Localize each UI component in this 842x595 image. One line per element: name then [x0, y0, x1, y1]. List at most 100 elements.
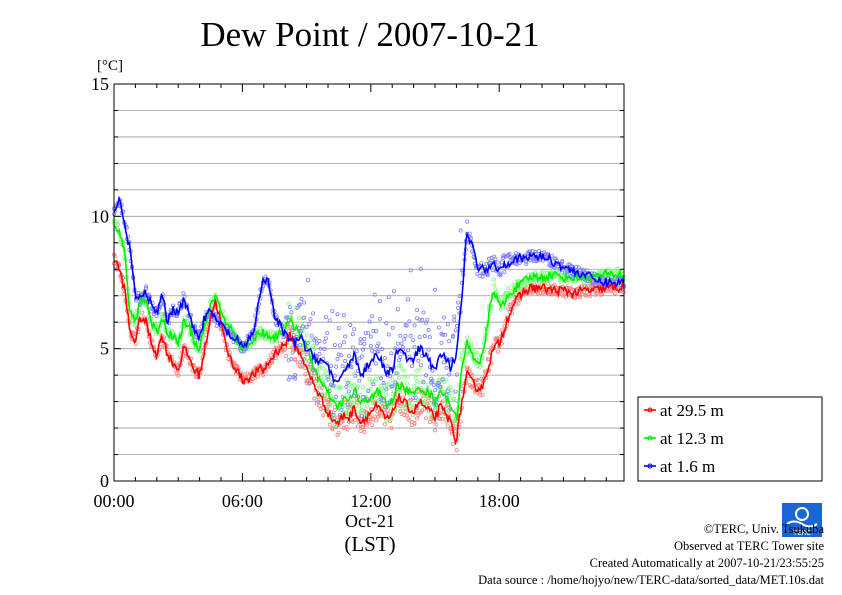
legend-label: at 29.5 m [660, 401, 724, 420]
scatter-point [379, 399, 384, 404]
scatter-point [431, 383, 436, 388]
scatter-point [449, 388, 454, 393]
scatter-point [409, 364, 414, 369]
scatter-point [433, 428, 438, 433]
scatter-point [144, 286, 149, 291]
scatter-point [406, 374, 411, 379]
scatter-point [358, 428, 363, 433]
scatter-point [339, 353, 344, 358]
scatter-point [362, 336, 367, 341]
scatter-point [285, 315, 290, 320]
scatter-point [384, 392, 389, 397]
scatter-point [465, 219, 470, 224]
scatter-point [349, 364, 354, 369]
scatter-point [321, 413, 326, 418]
scatter-point [451, 441, 456, 446]
scatter-point [357, 356, 362, 361]
footer-site: Observed at TERC Tower site [673, 539, 824, 553]
scatter-point [353, 373, 358, 378]
scatter-point [336, 430, 341, 435]
scatter-point [339, 385, 344, 390]
scatter-point [421, 380, 426, 385]
legend-label: at 1.6 m [660, 457, 715, 476]
scatter-point [367, 319, 372, 324]
scatter-point [167, 352, 172, 357]
scatter-point [498, 273, 503, 278]
scatter-point [290, 350, 295, 355]
scatter-point [348, 323, 353, 328]
scatter-point [506, 285, 511, 290]
scatter-point [415, 308, 420, 313]
x-tick-label: 06:00 [222, 491, 263, 511]
legend: at 29.5 m at 12.3 m at 1.6 m [637, 396, 823, 482]
scatter-point [318, 346, 323, 351]
scatter-point [377, 412, 382, 417]
scatter-point [427, 420, 432, 425]
scatter-point [426, 327, 431, 332]
scatter-point [327, 422, 332, 427]
scatter-point [296, 316, 301, 321]
scatter-point [402, 375, 407, 380]
scatter-point [447, 372, 452, 377]
scatter-point [267, 364, 272, 369]
scatter-point [354, 403, 359, 408]
scatter-point [439, 340, 444, 345]
scatter-point [323, 369, 328, 374]
scatter-point [395, 341, 400, 346]
scatter-point [404, 323, 409, 328]
scatter-point [413, 396, 418, 401]
scatter-point [521, 283, 526, 288]
scatter-point [289, 357, 294, 362]
scatter-point [408, 404, 413, 409]
scatter-point [420, 317, 425, 322]
footer-created: Created Automatically at 2007-10-21/23:5… [589, 556, 824, 570]
scatter-point [406, 348, 411, 353]
scatter-point [434, 405, 439, 410]
scatter-point [427, 335, 432, 340]
scatter-point [339, 407, 344, 412]
plot-frame [113, 83, 625, 482]
scatter-point [413, 376, 418, 381]
scatter-point [483, 369, 488, 374]
scatter-point [400, 345, 405, 350]
scatter-point [479, 362, 484, 367]
scatter-point [393, 409, 398, 414]
scatter-point [453, 328, 458, 333]
scatter-point [398, 390, 403, 395]
series-line [113, 260, 625, 446]
scatter-point [424, 416, 429, 421]
scatter-point [408, 333, 413, 338]
scatter-point [331, 383, 336, 388]
scatter-point [226, 356, 231, 361]
scatter-point [493, 257, 498, 262]
scatter-point [406, 297, 411, 302]
scatter-point [386, 295, 391, 300]
grid-lines [114, 110, 624, 455]
scatter-point [364, 404, 369, 409]
scatter-point [372, 414, 377, 419]
x-axis-date-label: Oct-21 [345, 511, 395, 531]
scatter-point [488, 260, 493, 265]
scatter-point [433, 408, 438, 413]
scatter-point [560, 258, 565, 263]
scatter-point [357, 378, 362, 383]
scatter-point [140, 310, 145, 315]
scatter-point [366, 331, 371, 336]
scatter-point [452, 314, 457, 319]
scatter-point [418, 266, 423, 271]
scatter-point [384, 321, 389, 326]
scatter-point [425, 317, 430, 322]
scatter-point [382, 404, 387, 409]
scatter-point [451, 333, 456, 338]
scatter-point [154, 313, 159, 318]
scatter-point [300, 324, 305, 329]
scatter-point [397, 375, 402, 380]
scatter-point [565, 270, 570, 275]
scatter-point [326, 377, 331, 382]
scatter-point [381, 382, 386, 387]
scatter-point [181, 291, 186, 296]
scatter-point [176, 373, 181, 378]
scatter-point [303, 372, 308, 377]
scatter-point [323, 336, 328, 341]
